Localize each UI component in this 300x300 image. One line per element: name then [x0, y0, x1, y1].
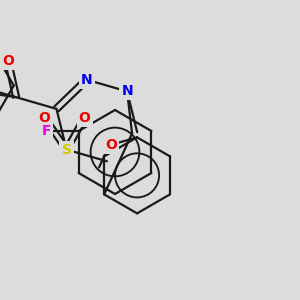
- Text: F: F: [42, 124, 51, 138]
- Text: N: N: [81, 73, 92, 87]
- Text: O: O: [105, 138, 117, 152]
- Text: O: O: [79, 111, 91, 124]
- Text: S: S: [61, 142, 71, 157]
- Text: N: N: [121, 84, 133, 98]
- Text: O: O: [39, 111, 50, 124]
- Text: O: O: [2, 54, 14, 68]
